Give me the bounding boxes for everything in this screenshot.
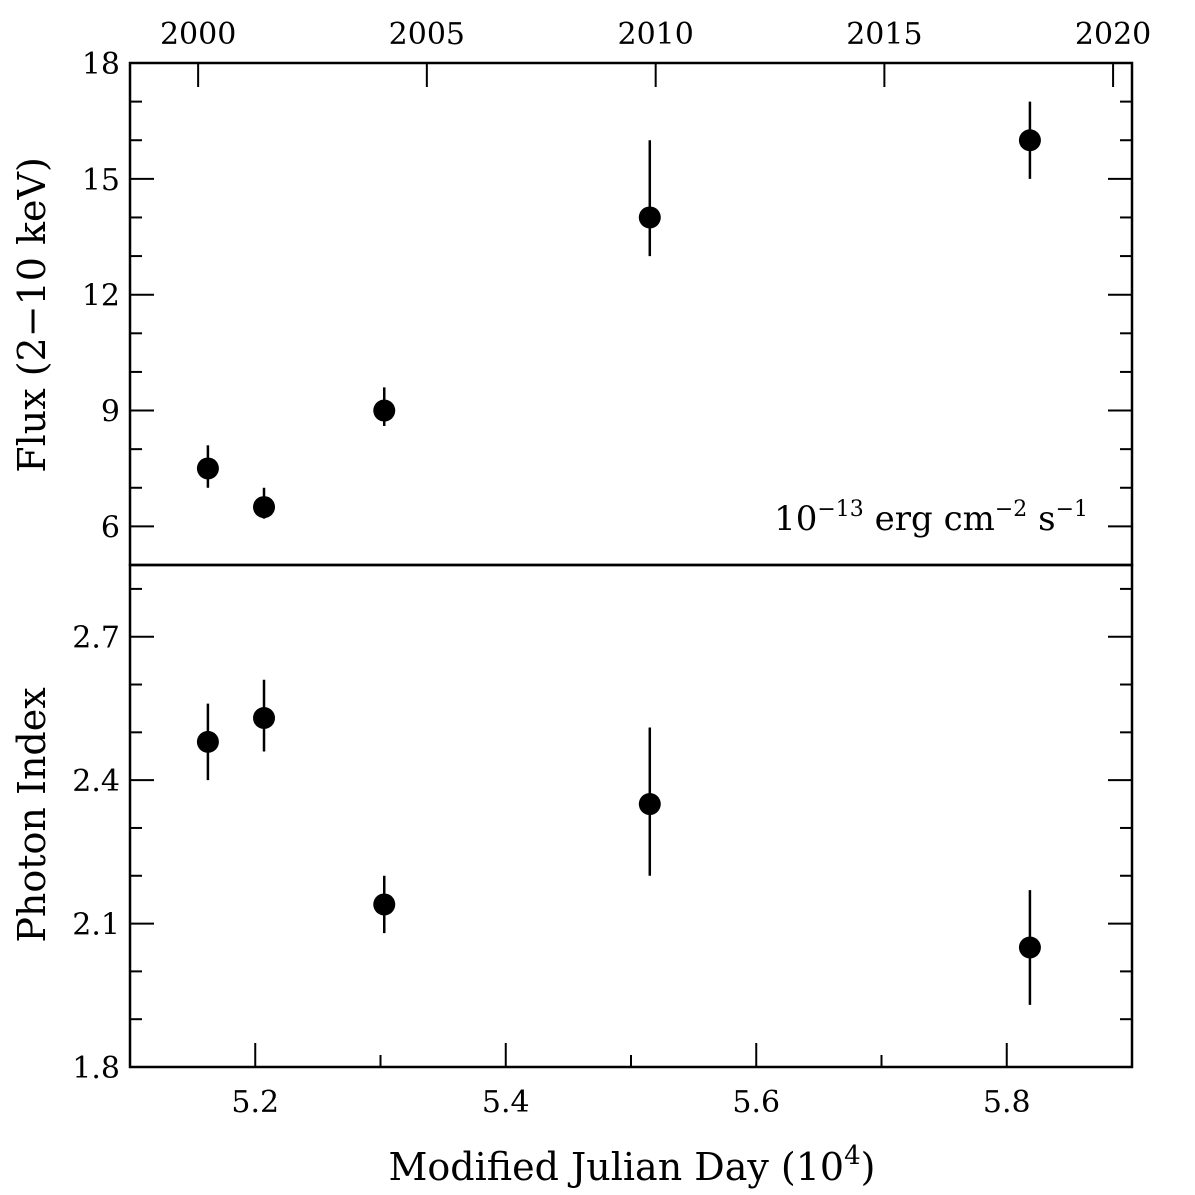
bottom-ytick-label: 2.4 <box>72 764 120 799</box>
bottom-frame <box>128 563 1134 1069</box>
bottom-ytick-label: 2.7 <box>72 621 120 656</box>
xtick-label: 5.8 <box>983 1085 1031 1120</box>
top-data-point <box>373 399 396 422</box>
bottom-data-point <box>373 893 396 916</box>
x-axis: 5.2 5.4 5.6 5.8 <box>231 1085 1030 1120</box>
year-tick-label: 2000 <box>160 17 236 52</box>
top-ytick-label: 6 <box>101 510 120 545</box>
xtick-label: 5.6 <box>732 1085 780 1120</box>
top-panel: 6 9 12 15 18 <box>82 47 1134 567</box>
top-data-point <box>196 457 219 480</box>
xlabel: Modified Julian Day (104) <box>389 1141 876 1189</box>
top-year-axis: 2000 2005 2010 2015 2020 <box>160 17 1151 87</box>
top-ytick-label: 12 <box>82 279 120 314</box>
year-tick-label: 2020 <box>1075 17 1151 52</box>
bottom-panel: 1.8 2.1 2.4 2.7 <box>72 563 1134 1086</box>
year-tick-label: 2010 <box>617 17 693 52</box>
top-ytick-label: 18 <box>82 47 120 82</box>
year-tick-label: 2005 <box>389 17 465 52</box>
flux-unit-label: 10−13 erg cm−2 s−1 <box>774 497 1088 539</box>
bottom-data-point <box>253 706 276 729</box>
bottom-ylabel: Photon Index <box>10 687 54 942</box>
xtick-label: 5.2 <box>231 1085 279 1120</box>
bottom-data-point <box>1018 936 1041 959</box>
bottom-data-point <box>638 793 661 816</box>
top-data-point <box>1018 129 1041 152</box>
top-ytick-label: 15 <box>82 163 120 198</box>
top-ytick-label: 9 <box>101 395 120 430</box>
year-tick-label: 2015 <box>846 17 922 52</box>
top-ylabel: Flux (2−10 keV) <box>10 157 54 473</box>
top-frame <box>128 61 1134 567</box>
top-data-point <box>638 206 661 229</box>
bottom-ytick-label: 2.1 <box>72 908 120 943</box>
top-data-point <box>253 496 276 519</box>
bottom-data-point <box>196 730 219 753</box>
xtick-label: 5.4 <box>482 1085 530 1120</box>
bottom-ytick-label: 1.8 <box>72 1051 120 1086</box>
